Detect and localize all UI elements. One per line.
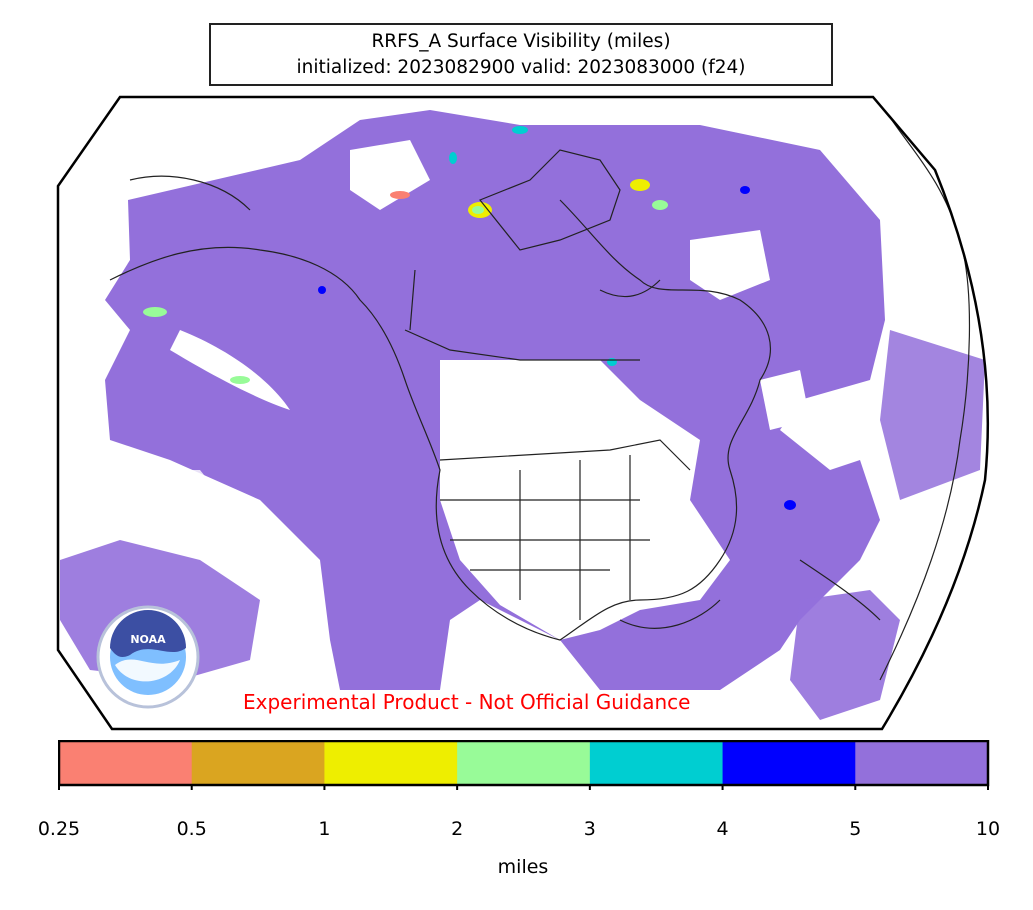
title-line-2: initialized: 2023082900 valid: 202308300…: [296, 57, 746, 78]
colorbar-segment: [324, 741, 458, 785]
colorbar: [58, 740, 990, 790]
colorbar-tick-label: 1: [318, 818, 331, 840]
colorbar-tick-label: 5: [849, 818, 862, 840]
colorbar-segment: [589, 741, 724, 785]
colorbar-frame: [58, 740, 990, 787]
colorbar-tick-label: 0.25: [37, 818, 81, 840]
colorbar-label: miles: [497, 856, 549, 878]
svg-text:NOAA: NOAA: [130, 633, 166, 646]
colorbar-segment: [722, 741, 856, 785]
title-line-1: RRFS_A Surface Visibility (miles): [371, 31, 671, 52]
colorbar-tick-label: 10: [975, 818, 1001, 840]
disclaimer-text: Experimental Product - Not Official Guid…: [243, 690, 691, 714]
colorbar-tick-label: 3: [583, 818, 596, 840]
colorbar-segment: [59, 741, 193, 785]
colorbar-tick-label: 2: [451, 818, 464, 840]
map-panel: NOAA: [56, 95, 990, 731]
colorbar-tick-label: 0.5: [176, 818, 207, 840]
low-visibility-spots: [143, 126, 796, 510]
map-outlines: [109, 99, 971, 681]
noaa-logo: NOAA: [96, 605, 200, 709]
colorbar-segment: [457, 741, 591, 785]
map-title: RRFS_A Surface Visibility (miles) initia…: [209, 23, 833, 86]
colorbar-segment: [191, 741, 325, 785]
colorbar-segment: [855, 741, 989, 785]
map-frame: [56, 95, 990, 731]
colorbar-tick-label: 4: [716, 818, 729, 840]
